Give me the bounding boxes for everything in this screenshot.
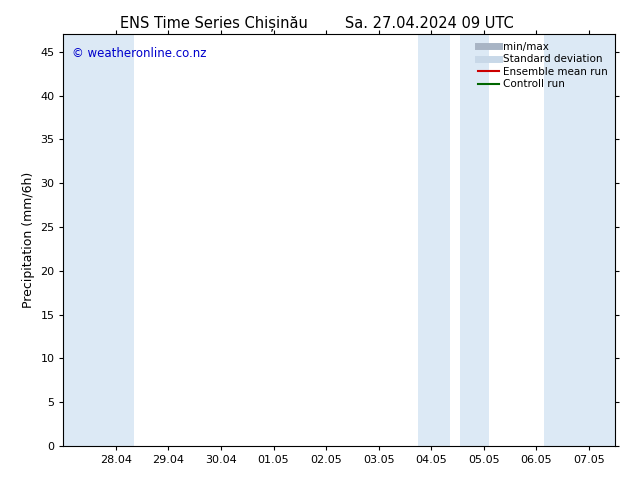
Legend: min/max, Standard deviation, Ensemble mean run, Controll run: min/max, Standard deviation, Ensemble me… [476, 40, 610, 92]
Bar [544, 34, 615, 446]
Text: ENS Time Series Chișinău        Sa. 27.04.2024 09 UTC: ENS Time Series Chișinău Sa. 27.04.2024 … [120, 15, 514, 30]
Bar [460, 34, 489, 446]
Bar [418, 34, 450, 446]
Y-axis label: Precipitation (mm/6h): Precipitation (mm/6h) [22, 172, 35, 308]
Bar [63, 34, 134, 446]
Text: © weatheronline.co.nz: © weatheronline.co.nz [72, 47, 206, 60]
